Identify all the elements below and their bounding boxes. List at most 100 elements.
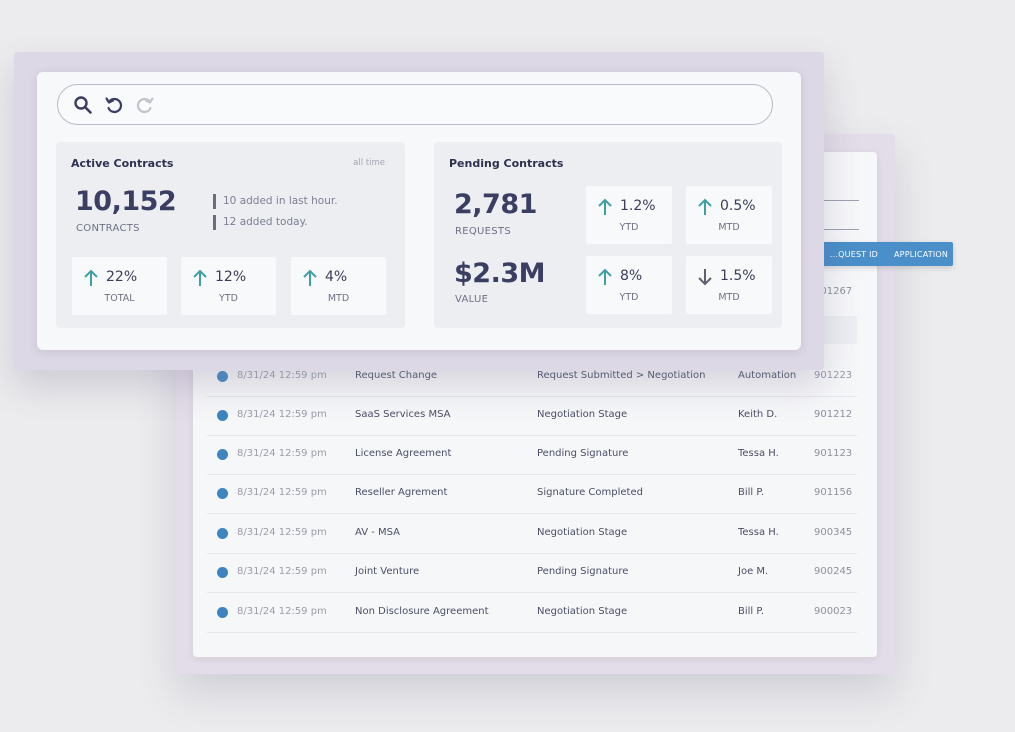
pending-value-label: VALUE [455,294,489,305]
row-id: 900345 [814,527,853,538]
row-date: 8/31/24 12:59 pm [237,527,327,538]
stat-card-value-mtd: 1.5% MTD [686,256,772,314]
row-owner: Joe M. [738,566,769,577]
stat-card-total: 22% TOTAL [72,257,167,315]
arrow-up-icon [698,198,712,215]
status-dot [217,528,228,539]
row-divider [207,474,857,475]
row-id: 901223 [814,370,853,381]
stat-label: TOTAL [104,293,135,304]
status-dot [217,488,228,499]
row-contract-name: License Agreement [355,448,452,459]
row-divider [207,396,857,397]
row-status: Negotiation Stage [537,606,628,617]
stat-value: 1.5% [720,268,756,284]
table-row[interactable]: 8/31/24 12:59 pm Request Change Request … [193,358,877,397]
arrow-down-icon [698,269,712,286]
stat-value: 22% [106,269,138,285]
arrow-up-icon [303,269,317,286]
row-divider [207,513,857,514]
row-id: 900023 [814,606,853,617]
column-header-request-id[interactable]: ...QUEST ID [829,249,878,259]
row-date: 8/31/24 12:59 pm [237,487,327,498]
column-header-application[interactable]: APPLICATION [894,249,949,259]
table-header-strip: ...QUEST ID APPLICATION [820,242,953,266]
row-status: Request Submitted > Negotiation [537,370,706,381]
stat-label: MTD [718,292,740,303]
search-bar[interactable] [57,84,773,125]
active-contracts-count: 10,152 [75,186,177,217]
pending-contracts-panel: Pending Contracts 2,781 REQUESTS $2.3M V… [434,142,782,328]
status-dot [217,371,228,382]
row-id: 901212 [814,409,853,420]
stat-label: YTD [619,222,639,233]
stat-value: 8% [620,268,643,284]
status-dot [217,449,228,460]
row-contract-name: Joint Venture [355,566,420,577]
stat-label: YTD [619,292,639,303]
activity-note: 10 added in last hour. [213,194,338,209]
stat-label: MTD [327,293,350,304]
table-row[interactable]: 8/31/24 12:59 pm Reseller Agrement Signa… [193,475,877,514]
row-divider [207,435,857,436]
row-contract-name: Request Change [355,370,438,381]
row-date: 8/31/24 12:59 pm [237,370,327,381]
status-dot [217,567,228,578]
row-date: 8/31/24 12:59 pm [237,448,327,459]
row-contract-name: Non Disclosure Agreement [355,606,489,617]
row-owner: Bill P. [738,606,765,617]
row-contract-name: AV - MSA [355,527,401,538]
table-row[interactable]: 8/31/24 12:59 pm AV - MSA Negotiation St… [193,515,877,554]
stat-value: 4% [325,269,348,285]
row-id: 900245 [814,566,853,577]
partial-row-id: 901267 [814,286,853,297]
undo-icon[interactable] [104,95,124,115]
time-filter[interactable]: all time [353,158,385,168]
arrow-up-icon [598,268,612,285]
stat-card-mtd: 4% MTD [291,257,386,315]
row-contract-name: SaaS Services MSA [355,409,451,420]
table-row[interactable]: 8/31/24 12:59 pm License Agreement Pendi… [193,436,877,475]
row-owner: Tessa H. [738,527,779,538]
arrow-up-icon [193,269,207,286]
row-id: 901156 [814,487,853,498]
row-owner: Automation [738,370,797,381]
row-owner: Bill P. [738,487,765,498]
arrow-up-icon [598,198,612,215]
stat-label: MTD [718,222,740,233]
redo-icon[interactable] [135,95,155,115]
row-status: Negotiation Stage [537,527,628,538]
row-owner: Keith D. [738,409,778,420]
table-row[interactable]: 8/31/24 12:59 pm SaaS Services MSA Negot… [193,397,877,436]
row-status: Negotiation Stage [537,409,628,420]
stat-card-requests-mtd: 0.5% MTD [686,186,772,244]
stat-value: 12% [215,269,247,285]
active-contracts-label: CONTRACTS [76,223,140,234]
stat-card-value-ytd: 8% YTD [586,256,672,314]
row-divider [207,592,857,593]
row-status: Signature Completed [537,487,643,498]
row-divider [207,553,857,554]
row-date: 8/31/24 12:59 pm [237,606,327,617]
stat-label: YTD [219,293,238,304]
stat-value: 0.5% [720,198,756,214]
search-icon[interactable] [73,95,93,115]
status-dot [217,410,228,421]
arrow-up-icon [84,269,98,286]
pending-requests-count: 2,781 [454,189,537,220]
status-dot [217,607,228,618]
table-row[interactable]: 8/31/24 12:59 pm Joint Venture Pending S… [193,554,877,593]
active-contracts-panel: Active Contracts all time 10,152 CONTRAC… [56,142,405,328]
row-contract-name: Reseller Agrement [355,487,448,498]
pending-value: $2.3M [454,258,546,289]
row-id: 901123 [814,448,853,459]
row-divider [207,632,857,633]
row-status: Pending Signature [537,566,629,577]
dashboard-window: Active Contracts all time 10,152 CONTRAC… [37,72,801,350]
stat-value: 1.2% [620,198,656,214]
row-date: 8/31/24 12:59 pm [237,409,327,420]
table-row[interactable]: 8/31/24 12:59 pm Non Disclosure Agreemen… [193,594,877,633]
stat-card-requests-ytd: 1.2% YTD [586,186,672,244]
pending-requests-label: REQUESTS [455,226,511,237]
row-status: Pending Signature [537,448,629,459]
